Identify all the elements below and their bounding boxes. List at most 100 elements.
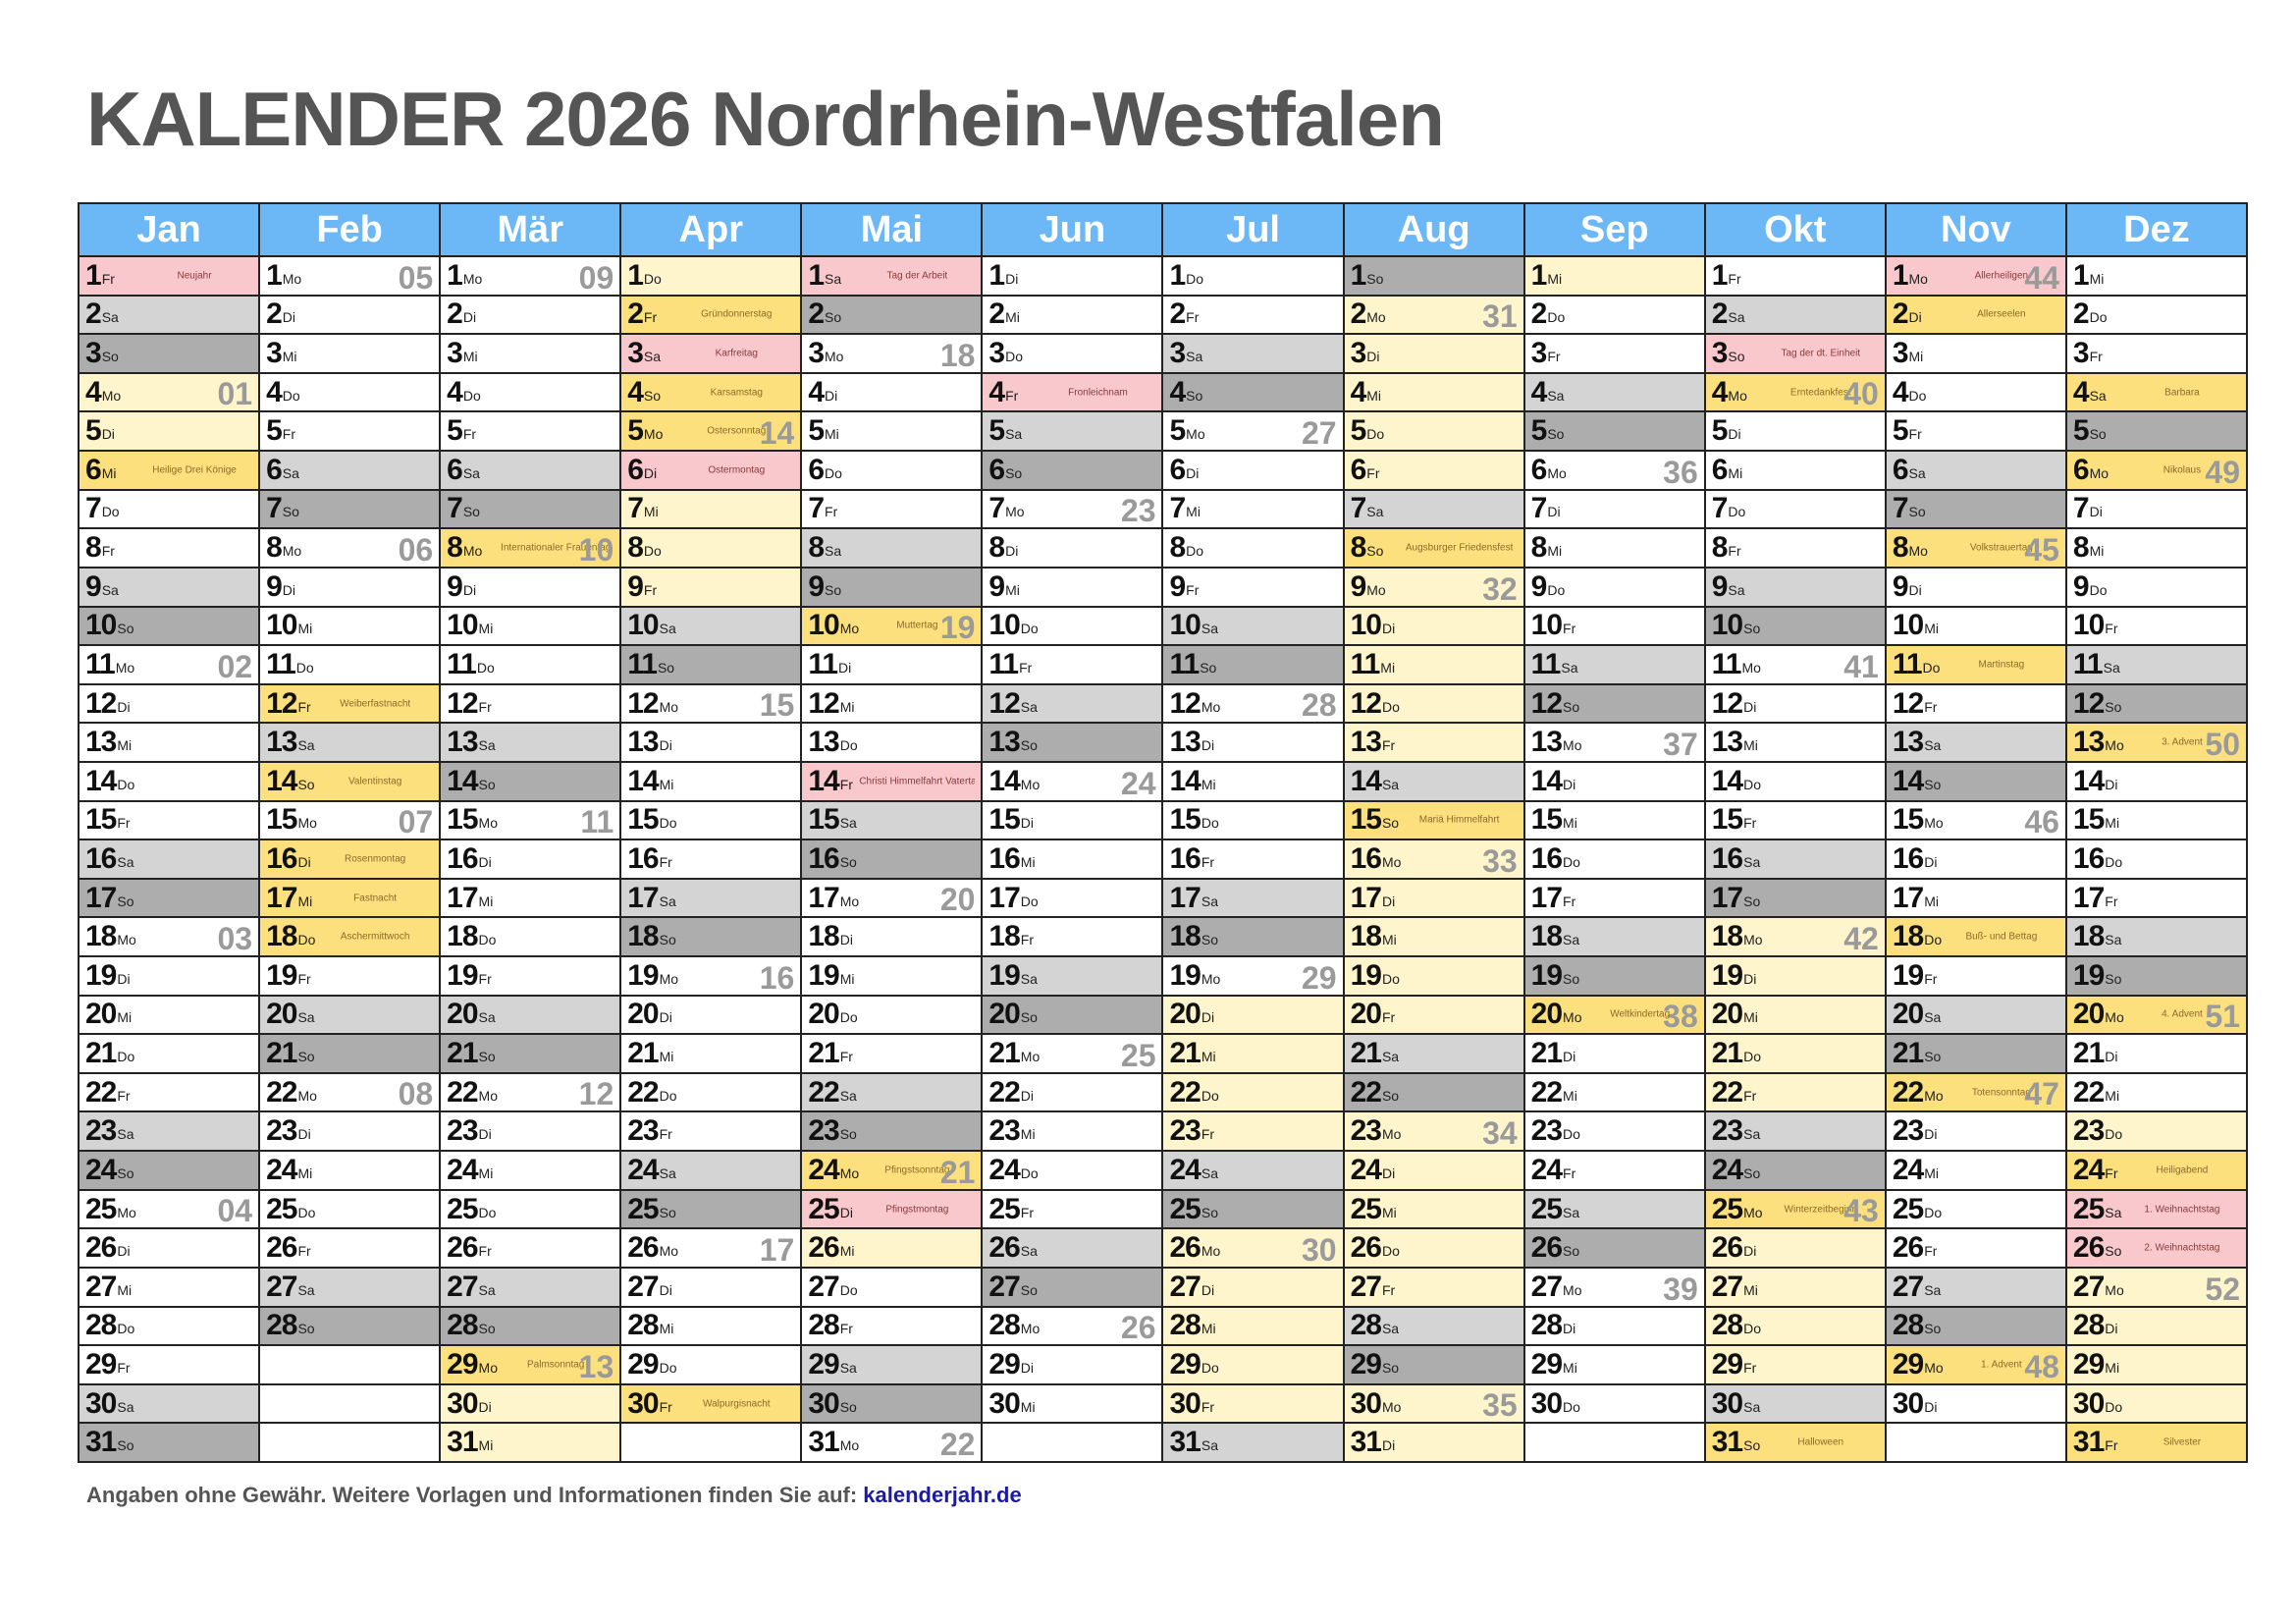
- day-cell[interactable]: 22 Sa: [802, 1073, 982, 1113]
- day-cell[interactable]: 29 Mi: [1524, 1346, 1704, 1385]
- day-cell[interactable]: 17 So: [80, 879, 259, 919]
- day-cell[interactable]: 7 Do: [80, 490, 259, 530]
- day-cell[interactable]: 19 Di: [1705, 957, 1885, 997]
- day-cell[interactable]: 30 Di: [1886, 1384, 2065, 1425]
- day-cell[interactable]: 20 Sa: [1886, 996, 2065, 1036]
- day-cell[interactable]: 7 Mo 23: [983, 490, 1162, 530]
- day-cell[interactable]: 21 Do: [1705, 1035, 1885, 1074]
- day-cell[interactable]: 3 Mo 18: [802, 335, 982, 374]
- day-cell[interactable]: 5 So: [1524, 412, 1704, 453]
- day-cell[interactable]: 31 So Halloween: [1705, 1424, 1885, 1463]
- day-cell[interactable]: 1 Mo 09: [441, 257, 620, 297]
- day-cell[interactable]: 9 Sa: [80, 568, 259, 608]
- day-cell[interactable]: 19 Fr: [260, 957, 440, 997]
- day-cell[interactable]: 12 So: [2066, 684, 2246, 725]
- day-cell[interactable]: 25 Mo 04: [80, 1190, 259, 1230]
- day-cell[interactable]: 14 Mi: [1163, 762, 1343, 802]
- day-cell[interactable]: 8 Mo Volkstrauertag 45: [1886, 529, 2065, 568]
- day-cell[interactable]: 24 Sa: [1163, 1152, 1343, 1191]
- day-cell[interactable]: 20 Di: [1163, 996, 1343, 1036]
- day-cell[interactable]: 29 Do: [621, 1346, 801, 1385]
- day-cell[interactable]: 5 Fr: [1886, 412, 2065, 453]
- day-cell[interactable]: 15 Di: [983, 801, 1162, 841]
- day-cell[interactable]: 12 Fr: [441, 684, 620, 725]
- day-cell[interactable]: 26 Do: [1344, 1229, 1523, 1269]
- day-cell[interactable]: 25 So: [1163, 1190, 1343, 1230]
- day-cell[interactable]: 28 Do: [1705, 1307, 1885, 1347]
- day-cell[interactable]: 8 Fr: [1705, 529, 1885, 568]
- day-cell[interactable]: 8 Sa: [802, 529, 982, 568]
- day-cell[interactable]: 13 Mi: [1705, 724, 1885, 763]
- day-cell[interactable]: 28 Fr: [802, 1307, 982, 1347]
- day-cell[interactable]: 2 Do: [2066, 296, 2246, 336]
- day-cell[interactable]: 14 Sa: [1344, 762, 1523, 802]
- day-cell[interactable]: 27 Fr: [1344, 1268, 1523, 1308]
- day-cell[interactable]: 2 Sa: [1705, 296, 1885, 336]
- day-cell[interactable]: 25 Do: [260, 1190, 440, 1230]
- day-cell[interactable]: 22 Di: [983, 1073, 1162, 1113]
- day-cell[interactable]: 10 Sa: [621, 607, 801, 647]
- day-cell[interactable]: 23 Do: [2066, 1112, 2246, 1153]
- day-cell[interactable]: 14 So Valentinstag: [260, 762, 440, 802]
- day-cell[interactable]: 5 Mo Ostersonntag 14: [621, 412, 801, 453]
- day-cell[interactable]: 11 Mo 02: [80, 646, 259, 685]
- day-cell[interactable]: 2 Di Allerseelen: [1886, 296, 2065, 336]
- day-cell[interactable]: 13 Mo 37: [1524, 724, 1704, 763]
- day-cell[interactable]: 15 Mo 11: [441, 801, 620, 841]
- day-cell[interactable]: 11 Do: [260, 646, 440, 685]
- day-cell[interactable]: 12 Mo 28: [1163, 684, 1343, 725]
- day-cell[interactable]: 16 Mi: [983, 840, 1162, 880]
- day-cell[interactable]: 18 Mi: [1344, 918, 1523, 958]
- day-cell[interactable]: 3 Mi: [1886, 335, 2065, 374]
- day-cell[interactable]: 9 Sa: [1705, 568, 1885, 608]
- day-cell[interactable]: 25 Di Pfingstmontag: [802, 1190, 982, 1230]
- day-cell[interactable]: 24 Di: [1344, 1152, 1523, 1191]
- day-cell[interactable]: 6 Sa: [441, 452, 620, 491]
- day-cell[interactable]: 21 So: [260, 1035, 440, 1074]
- day-cell[interactable]: 23 Di: [441, 1112, 620, 1153]
- day-cell[interactable]: 30 Do: [2066, 1384, 2246, 1425]
- day-cell[interactable]: 18 So: [621, 918, 801, 958]
- day-cell[interactable]: 13 Do: [802, 724, 982, 763]
- day-cell[interactable]: 14 Di: [1524, 762, 1704, 802]
- day-cell[interactable]: 6 Di: [1163, 452, 1343, 491]
- day-cell[interactable]: 26 Mi: [802, 1229, 982, 1269]
- day-cell[interactable]: 7 Sa: [1344, 490, 1523, 530]
- day-cell[interactable]: 10 Mi: [260, 607, 440, 647]
- day-cell[interactable]: 8 Mi: [1524, 529, 1704, 568]
- day-cell[interactable]: 9 So: [802, 568, 982, 608]
- day-cell[interactable]: 25 Sa 1. Weihnachtstag: [2066, 1190, 2246, 1230]
- day-cell[interactable]: 22 So: [1344, 1073, 1523, 1113]
- day-cell[interactable]: 29 Sa: [802, 1346, 982, 1385]
- day-cell[interactable]: 3 Do: [983, 335, 1162, 374]
- day-cell[interactable]: 21 Di: [2066, 1035, 2246, 1074]
- day-cell[interactable]: 2 Sa: [80, 296, 259, 336]
- day-cell[interactable]: 21 Mo 25: [983, 1035, 1162, 1074]
- day-cell[interactable]: 4 So: [1163, 373, 1343, 413]
- day-cell[interactable]: 1 Sa Tag der Arbeit: [802, 257, 982, 297]
- day-cell[interactable]: 13 Fr: [1344, 724, 1523, 763]
- day-cell[interactable]: [260, 1384, 440, 1425]
- day-cell[interactable]: 28 Sa: [1344, 1307, 1523, 1347]
- day-cell[interactable]: 16 Di Rosenmontag: [260, 840, 440, 880]
- day-cell[interactable]: 10 Mi: [1886, 607, 2065, 647]
- day-cell[interactable]: 10 Fr: [2066, 607, 2246, 647]
- day-cell[interactable]: 11 Mo 41: [1705, 646, 1885, 685]
- day-cell[interactable]: 29 Mi: [2066, 1346, 2246, 1385]
- day-cell[interactable]: 2 Mi: [983, 296, 1162, 336]
- day-cell[interactable]: 7 Mi: [621, 490, 801, 530]
- day-cell[interactable]: 18 So: [1163, 918, 1343, 958]
- day-cell[interactable]: 9 Do: [1524, 568, 1704, 608]
- day-cell[interactable]: 15 Mi: [1524, 801, 1704, 841]
- day-cell[interactable]: 9 Mo 32: [1344, 568, 1523, 608]
- day-cell[interactable]: 18 Mo 03: [80, 918, 259, 958]
- day-cell[interactable]: 20 Do: [802, 996, 982, 1036]
- day-cell[interactable]: 10 So: [80, 607, 259, 647]
- day-cell[interactable]: 7 Di: [2066, 490, 2246, 530]
- day-cell[interactable]: [983, 1424, 1162, 1463]
- day-cell[interactable]: 1 Do: [621, 257, 801, 297]
- day-cell[interactable]: 31 Fr Silvester: [2066, 1424, 2246, 1463]
- day-cell[interactable]: 1 Do: [1163, 257, 1343, 297]
- day-cell[interactable]: 12 Do: [1344, 684, 1523, 725]
- day-cell[interactable]: 3 Fr: [1524, 335, 1704, 374]
